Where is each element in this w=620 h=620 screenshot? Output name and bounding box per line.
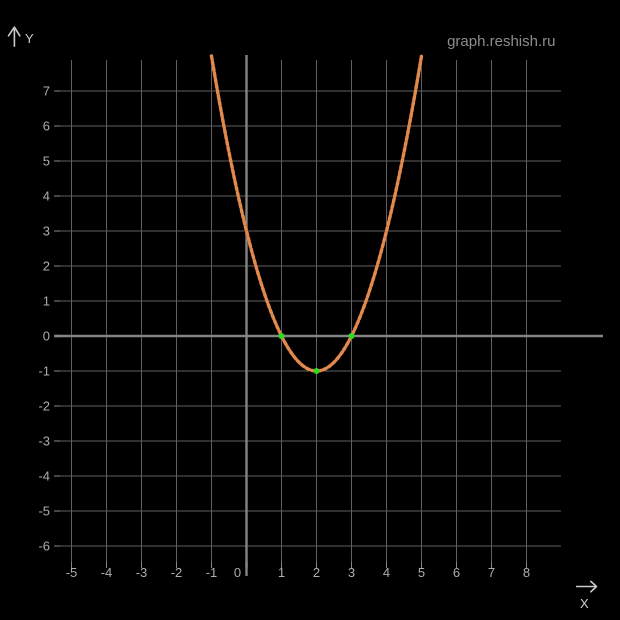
svg-text:-3: -3 [38, 434, 50, 449]
svg-text:6: 6 [453, 565, 460, 580]
svg-text:0: 0 [234, 565, 241, 580]
svg-text:8: 8 [523, 565, 530, 580]
svg-text:-2: -2 [38, 399, 50, 414]
svg-text:3: 3 [348, 565, 355, 580]
svg-text:-2: -2 [171, 565, 183, 580]
svg-text:graph.reshish.ru: graph.reshish.ru [447, 33, 555, 50]
svg-text:-5: -5 [66, 565, 78, 580]
svg-text:0: 0 [43, 329, 50, 344]
svg-text:X: X [580, 596, 589, 611]
svg-text:7: 7 [488, 565, 495, 580]
svg-text:-6: -6 [38, 539, 50, 554]
svg-text:4: 4 [43, 189, 50, 204]
svg-text:1: 1 [278, 565, 285, 580]
svg-text:-3: -3 [136, 565, 148, 580]
svg-text:2: 2 [313, 565, 320, 580]
svg-text:3: 3 [43, 224, 50, 239]
svg-text:-4: -4 [38, 469, 50, 484]
svg-text:Y: Y [25, 31, 34, 46]
svg-text:-4: -4 [101, 565, 113, 580]
svg-text:-1: -1 [206, 565, 218, 580]
svg-text:5: 5 [43, 154, 50, 169]
svg-text:7: 7 [43, 84, 50, 99]
svg-text:1: 1 [43, 294, 50, 309]
svg-text:6: 6 [43, 119, 50, 134]
svg-text:-1: -1 [38, 364, 50, 379]
svg-text:2: 2 [43, 259, 50, 274]
svg-text:-5: -5 [38, 504, 50, 519]
svg-text:4: 4 [383, 565, 390, 580]
svg-text:5: 5 [418, 565, 425, 580]
